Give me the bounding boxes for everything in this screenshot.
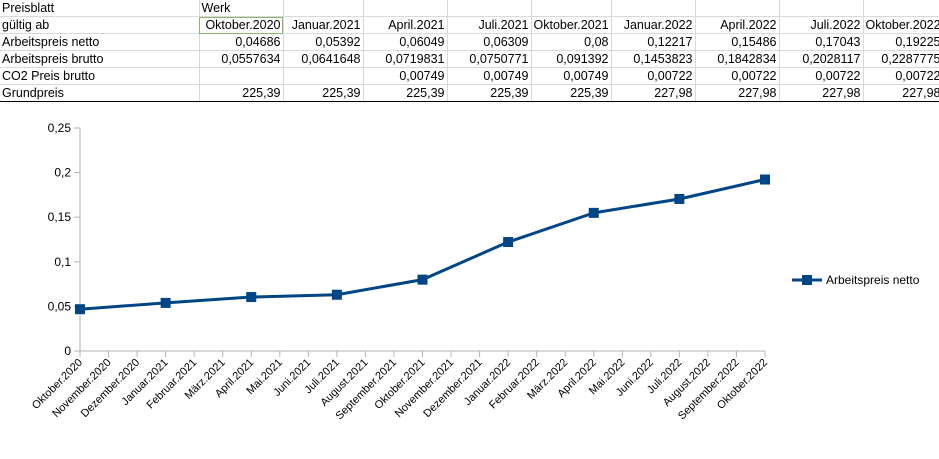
row-label[interactable]: CO2 Preis brutto [0,67,200,85]
data-point [417,274,428,285]
cell-value[interactable]: 0,00749 [531,67,612,85]
cell-value[interactable]: 0,0641648 [283,50,364,68]
cell-value[interactable]: 0,1842834 [695,50,780,68]
cell-value[interactable]: 0,15486 [695,33,780,51]
cell-value[interactable]: 0,2287775 [863,50,939,68]
cell-date[interactable]: Januar.2021 [283,16,364,34]
cell-value[interactable]: 0,00722 [695,67,780,85]
data-point [760,174,770,185]
cell-value[interactable]: 0,0719831 [363,50,448,68]
cell-value[interactable]: 0,06049 [363,33,448,51]
cell-value[interactable]: 0,00722 [863,67,939,85]
cell-value[interactable]: 0,00749 [447,67,532,85]
cell-empty[interactable] [531,0,612,17]
cell-value[interactable]: 0,2028117 [779,50,864,68]
cell-value[interactable]: 227,98 [611,84,696,102]
cell-date[interactable]: Januar.2022 [611,16,696,34]
cell-date[interactable]: Juli.2022 [779,16,864,34]
cell-date[interactable]: Oktober.2021 [531,16,612,34]
data-point [246,292,257,303]
legend-label: Arbeitspreis netto [826,273,920,287]
chart-svg: 00,050,10,150,20,25Oktober.2020November.… [30,121,920,422]
y-tick-label: 0,25 [48,121,72,135]
row-label[interactable]: Arbeitspreis netto [0,33,200,51]
cell-value[interactable]: 225,39 [447,84,532,102]
legend-marker [802,275,812,285]
data-point [503,237,514,248]
data-point [588,207,599,218]
cell-value[interactable]: 0,0557634 [199,50,284,68]
cell-value[interactable]: 0,00749 [363,67,448,85]
cell-gueltig-ab[interactable]: gültig ab [0,16,200,34]
cell-empty[interactable] [447,0,532,17]
cell-date[interactable]: April.2022 [695,16,780,34]
cell-value[interactable]: 227,98 [695,84,780,102]
cell-value[interactable]: 0,04686 [199,33,284,51]
cell-date[interactable]: Oktober.2022 [863,16,939,34]
cell-value[interactable]: 0,1453823 [611,50,696,68]
cell-value[interactable]: 227,98 [863,84,939,102]
cell-date[interactable]: Juli.2021 [447,16,532,34]
data-table: Preisblatt Werk gültig ab Oktober.2020 Janua… [0,0,939,102]
data-point [674,193,685,204]
cell-value[interactable]: 225,39 [363,84,448,102]
cell-value[interactable] [199,67,284,85]
data-point [160,297,171,308]
row-label[interactable]: Grundpreis [0,84,200,102]
y-tick-label: 0 [64,344,71,358]
cell-preisblatt[interactable]: Preisblatt [0,0,200,17]
row-label[interactable]: Arbeitspreis brutto [0,50,200,68]
cell-empty[interactable] [611,0,696,17]
cell-value[interactable]: 225,39 [283,84,364,102]
cell-date[interactable]: Oktober.2020 [199,16,284,34]
cell-value[interactable]: 225,39 [199,84,284,102]
y-tick-label: 0,1 [54,255,71,269]
cell-value[interactable]: 0,08 [531,33,612,51]
y-tick-label: 0,2 [54,166,71,180]
series-line [79,178,766,311]
cell-value[interactable]: 227,98 [779,84,864,102]
cell-value[interactable]: 0,06309 [447,33,532,51]
y-tick-label: 0,15 [48,210,72,224]
cell-value[interactable] [283,67,364,85]
x-tick-label: Oktober.2022 [715,357,770,412]
cell-value[interactable]: 0,12217 [611,33,696,51]
cell-value[interactable]: 0,0750771 [447,50,532,68]
cell-empty[interactable] [283,0,364,17]
y-tick-label: 0,05 [48,299,72,313]
cell-werk[interactable]: Werk [199,0,284,17]
data-point [331,289,342,300]
cell-value[interactable]: 0,17043 [779,33,864,51]
cell-date[interactable]: April.2021 [363,16,448,34]
cell-value[interactable]: 0,05392 [283,33,364,51]
cell-value[interactable]: 0,00722 [779,67,864,85]
cell-empty[interactable] [695,0,780,17]
data-point [75,304,85,315]
line-chart[interactable]: 0 0,05 0,1 0,15 0,2 0,25 Oktober.2020 November.… [0,108,939,459]
cell-value[interactable]: 0,091392 [531,50,612,68]
cell-empty[interactable] [363,0,448,17]
cell-empty[interactable] [779,0,864,17]
cell-empty[interactable] [863,0,939,17]
cell-value[interactable]: 0,19225 [863,33,939,51]
cell-value[interactable]: 225,39 [531,84,612,102]
cell-value[interactable]: 0,00722 [611,67,696,85]
